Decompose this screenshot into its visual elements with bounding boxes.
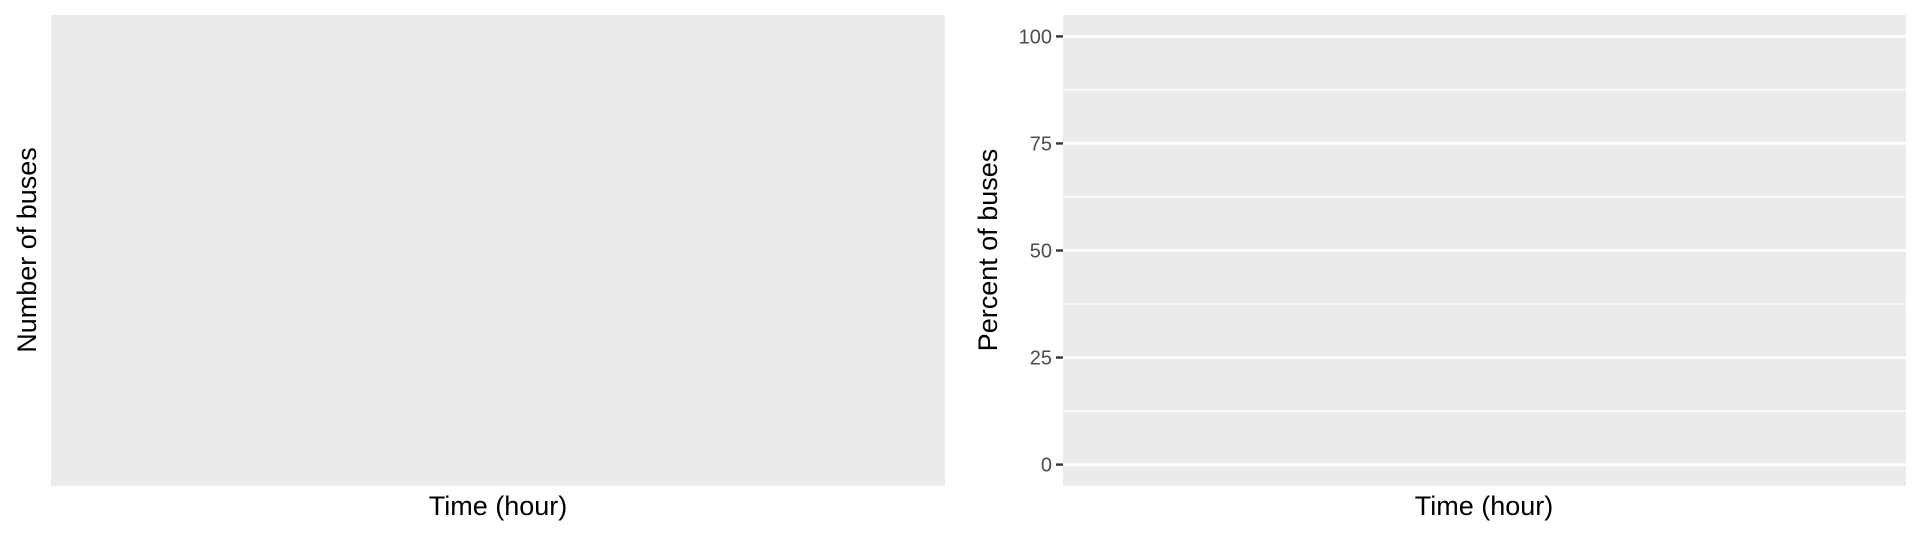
right-y-axis: 0 25 50 75 100	[1019, 26, 1063, 477]
left-plot-panel	[51, 15, 945, 486]
right-y-tick-label: 50	[1030, 241, 1052, 263]
right-y-tick-label: 25	[1030, 348, 1052, 370]
right-y-tick-label: 0	[1041, 455, 1052, 477]
right-chart: 0 25 50 75 100 Time (hour) Percent of buses	[973, 15, 1906, 521]
right-y-tick-label: 75	[1030, 133, 1052, 155]
left-x-axis-title: Time (hour)	[429, 491, 568, 521]
left-y-axis-title: Number of buses	[12, 147, 42, 353]
right-x-axis-title: Time (hour)	[1415, 491, 1554, 521]
right-y-axis-title: Percent of buses	[973, 149, 1003, 352]
left-chart: Time (hour) Number of buses	[12, 15, 945, 521]
right-y-tick-label: 100	[1019, 26, 1052, 48]
right-gridlines	[1063, 35, 1906, 466]
